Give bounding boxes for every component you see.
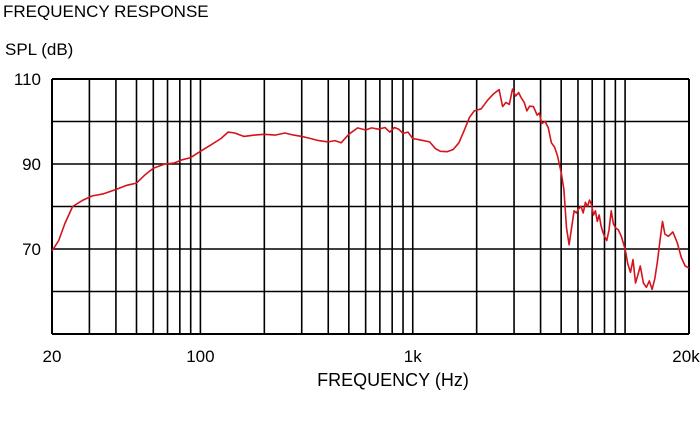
y-axis-label: SPL (dB) xyxy=(5,40,73,59)
x-tick-label: 20k xyxy=(672,347,700,366)
series-line xyxy=(51,88,690,291)
x-tick-label: 100 xyxy=(186,347,214,366)
y-tick-label: 90 xyxy=(22,155,41,174)
chart-title: FREQUENCY RESPONSE xyxy=(3,2,209,21)
y-tick-label: 110 xyxy=(14,70,41,89)
x-tick-label: 20 xyxy=(43,347,62,366)
grid-lines xyxy=(51,78,690,335)
tick-labels: 20 100 1k 20k 110 90 70 xyxy=(14,70,700,366)
x-axis-label: FREQUENCY (Hz) xyxy=(317,370,469,390)
x-tick-label: 1k xyxy=(404,347,422,366)
y-tick-label: 70 xyxy=(22,240,41,259)
